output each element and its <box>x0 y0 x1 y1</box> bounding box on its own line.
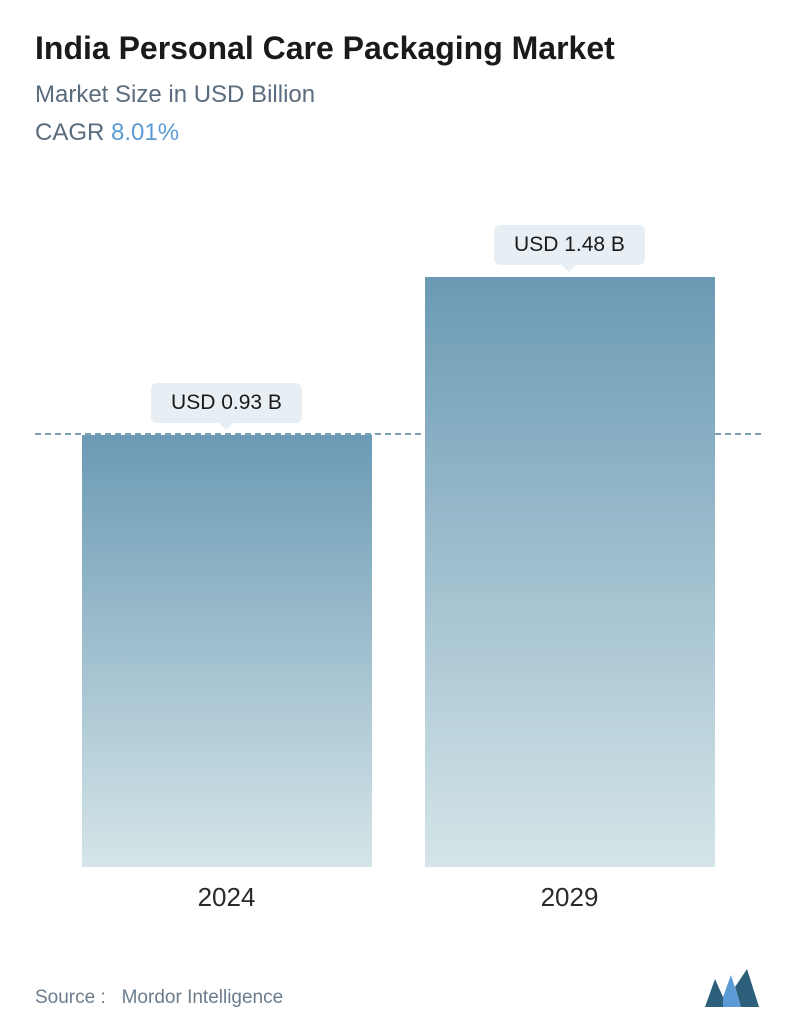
logo-icon <box>703 967 761 1009</box>
x-axis-label: 2024 <box>82 882 372 913</box>
brand-logo <box>703 967 761 1009</box>
bar <box>82 435 372 867</box>
cagr-line: CAGR 8.01% <box>35 119 761 147</box>
chart-subtitle: Market Size in USD Billion <box>35 81 761 109</box>
cagr-label: CAGR <box>35 119 104 146</box>
x-axis-label: 2029 <box>425 882 715 913</box>
bar-value-label: USD 1.48 B <box>494 225 645 265</box>
source-text: Source : Mordor Intelligence <box>35 987 283 1009</box>
source-label: Source : <box>35 987 106 1008</box>
bar-value-label: USD 0.93 B <box>151 383 302 423</box>
bar-group-2029: USD 1.48 B <box>425 277 715 867</box>
chart-footer: Source : Mordor Intelligence <box>35 967 761 1009</box>
x-axis: 2024 2029 <box>35 882 761 913</box>
chart-title: India Personal Care Packaging Market <box>35 30 761 67</box>
bars-area: USD 0.93 BUSD 1.48 B <box>35 187 761 867</box>
bar <box>425 277 715 867</box>
chart-container: USD 0.93 BUSD 1.48 B <box>35 187 761 867</box>
cagr-value: 8.01% <box>111 119 179 146</box>
bar-group-2024: USD 0.93 B <box>82 435 372 867</box>
source-name: Mordor Intelligence <box>122 987 284 1008</box>
